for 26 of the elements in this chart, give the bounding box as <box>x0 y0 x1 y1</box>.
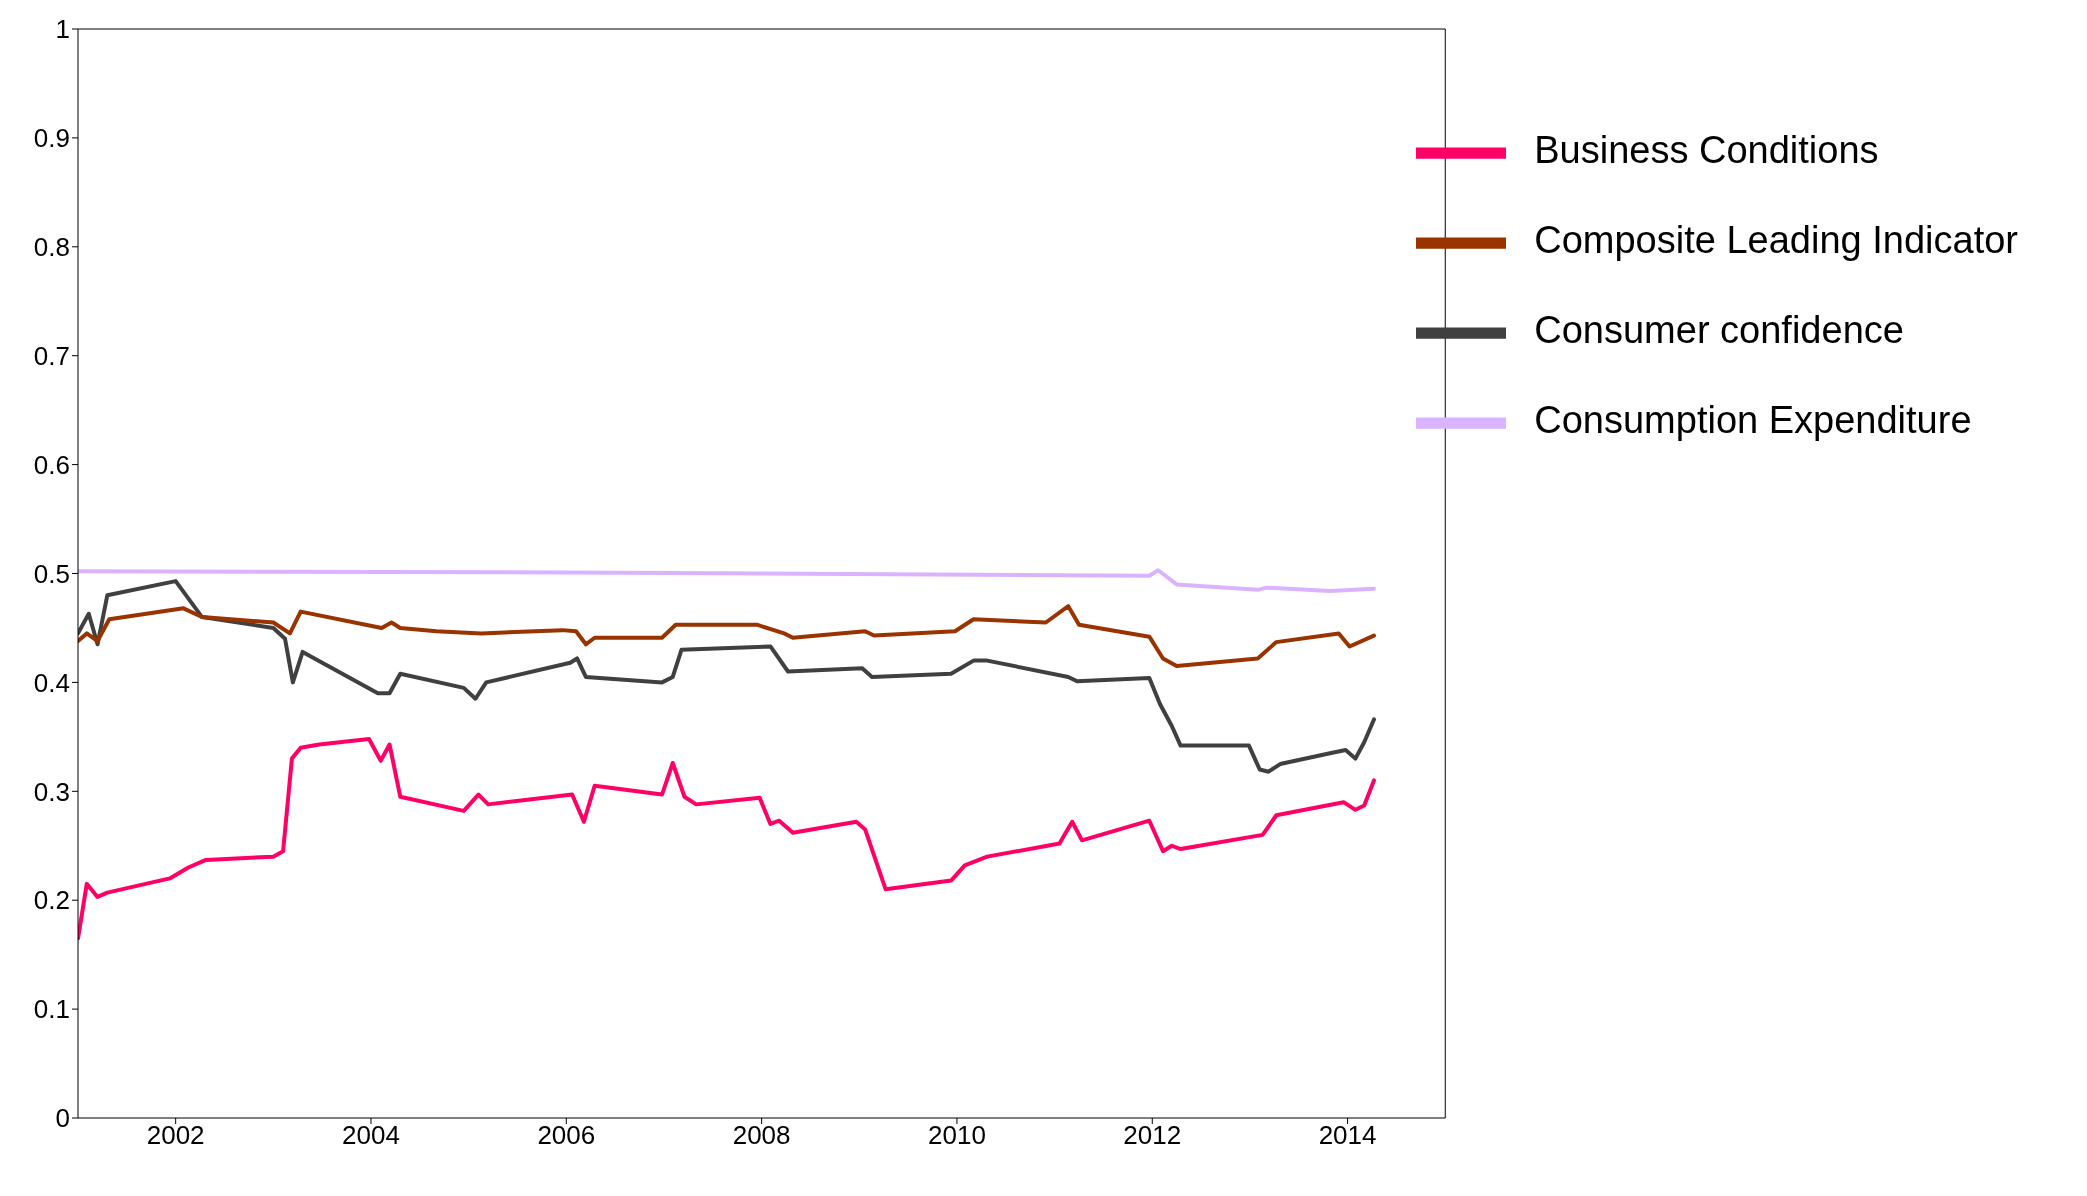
legend-label: Composite Leading Indicator <box>1534 219 2018 262</box>
x-tick-label: 2008 <box>732 1120 791 1151</box>
y-tick-label: 0.3 <box>33 776 70 807</box>
line-series <box>78 579 1376 774</box>
legend-label: Consumer confidence <box>1534 309 1904 352</box>
line-series <box>78 568 1376 593</box>
legend-label: Consumption Expenditure <box>1534 399 1972 442</box>
line-series <box>78 604 1376 669</box>
y-tick-label: 0.6 <box>33 449 70 480</box>
y-tick-label: 0.9 <box>33 123 70 154</box>
y-tick-label: 0 <box>55 1103 70 1134</box>
y-tick-label: 0.7 <box>33 340 70 371</box>
legend-label: Business Conditions <box>1534 129 1879 172</box>
x-tick-label: 2010 <box>928 1120 986 1151</box>
y-tick-label: 1 <box>55 14 70 45</box>
x-tick-label: 2004 <box>342 1120 400 1151</box>
line-series <box>78 737 1376 941</box>
y-tick-label: 0.5 <box>33 558 70 589</box>
x-tick-label: 2002 <box>146 1120 205 1151</box>
x-tick-label: 2014 <box>1318 1120 1377 1151</box>
y-tick-label: 0.1 <box>33 994 70 1025</box>
y-tick-label: 0.2 <box>33 885 70 916</box>
y-tick-label: 0.8 <box>33 232 70 263</box>
x-tick-label: 2006 <box>537 1120 596 1151</box>
x-tick-label: 2012 <box>1123 1120 1182 1151</box>
y-tick-label: 0.4 <box>33 667 70 698</box>
